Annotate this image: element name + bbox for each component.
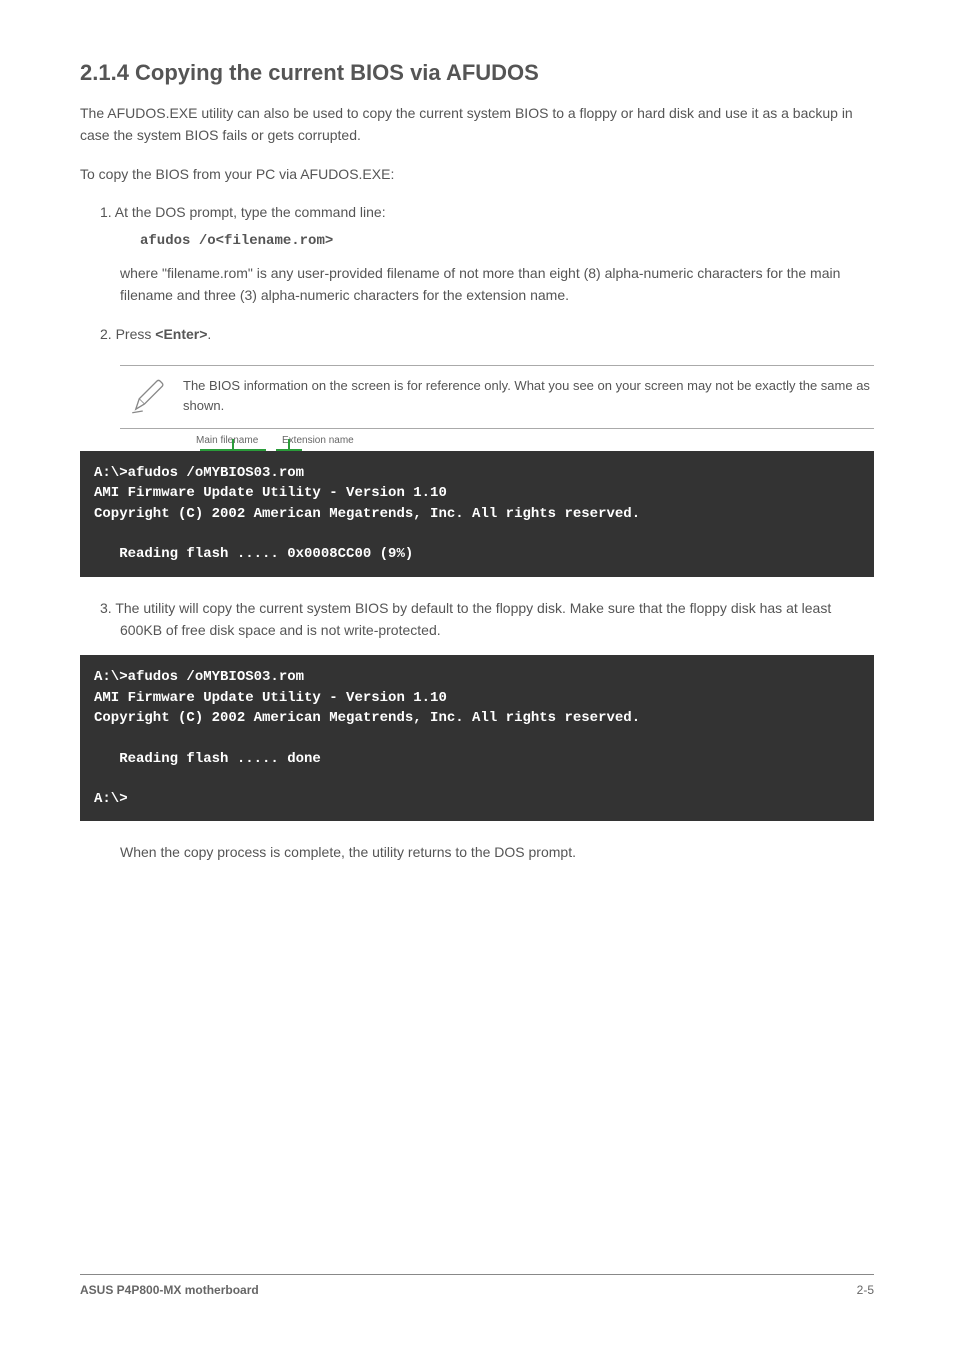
footer-product: ASUS P4P800-MX motherboard bbox=[80, 1283, 259, 1297]
footer-page-number: 2-5 bbox=[857, 1283, 874, 1297]
terminal-output-1: A:\>afudos /oMYBIOS03.rom AMI Firmware U… bbox=[80, 451, 874, 576]
terminal-output-2: A:\>afudos /oMYBIOS03.rom AMI Firmware U… bbox=[80, 655, 874, 821]
page-footer: ASUS P4P800-MX motherboard 2-5 bbox=[80, 1274, 874, 1297]
follow-text: To copy the BIOS from your PC via AFUDOS… bbox=[80, 163, 874, 185]
step-1-command: afudos /o<filename.rom> bbox=[140, 228, 874, 252]
section-title: 2.1.4 Copying the current BIOS via AFUDO… bbox=[80, 60, 874, 86]
annotation-main-filename: Main filename bbox=[196, 435, 258, 446]
intro-paragraph: The AFUDOS.EXE utility can also be used … bbox=[80, 102, 874, 147]
note-box: The BIOS information on the screen is fo… bbox=[120, 365, 874, 429]
step-2: 2. Press <Enter>. bbox=[100, 323, 874, 345]
step-1: 1. At the DOS prompt, type the command l… bbox=[100, 201, 874, 223]
step-3: 3. The utility will copy the current sys… bbox=[100, 597, 874, 642]
pen-icon bbox=[120, 376, 175, 418]
note-text: The BIOS information on the screen is fo… bbox=[175, 376, 874, 415]
annotation-ext-name: Extension name bbox=[282, 435, 354, 446]
after-text: When the copy process is complete, the u… bbox=[120, 841, 874, 863]
step-1-where: where "filename.rom" is any user-provide… bbox=[120, 262, 874, 307]
